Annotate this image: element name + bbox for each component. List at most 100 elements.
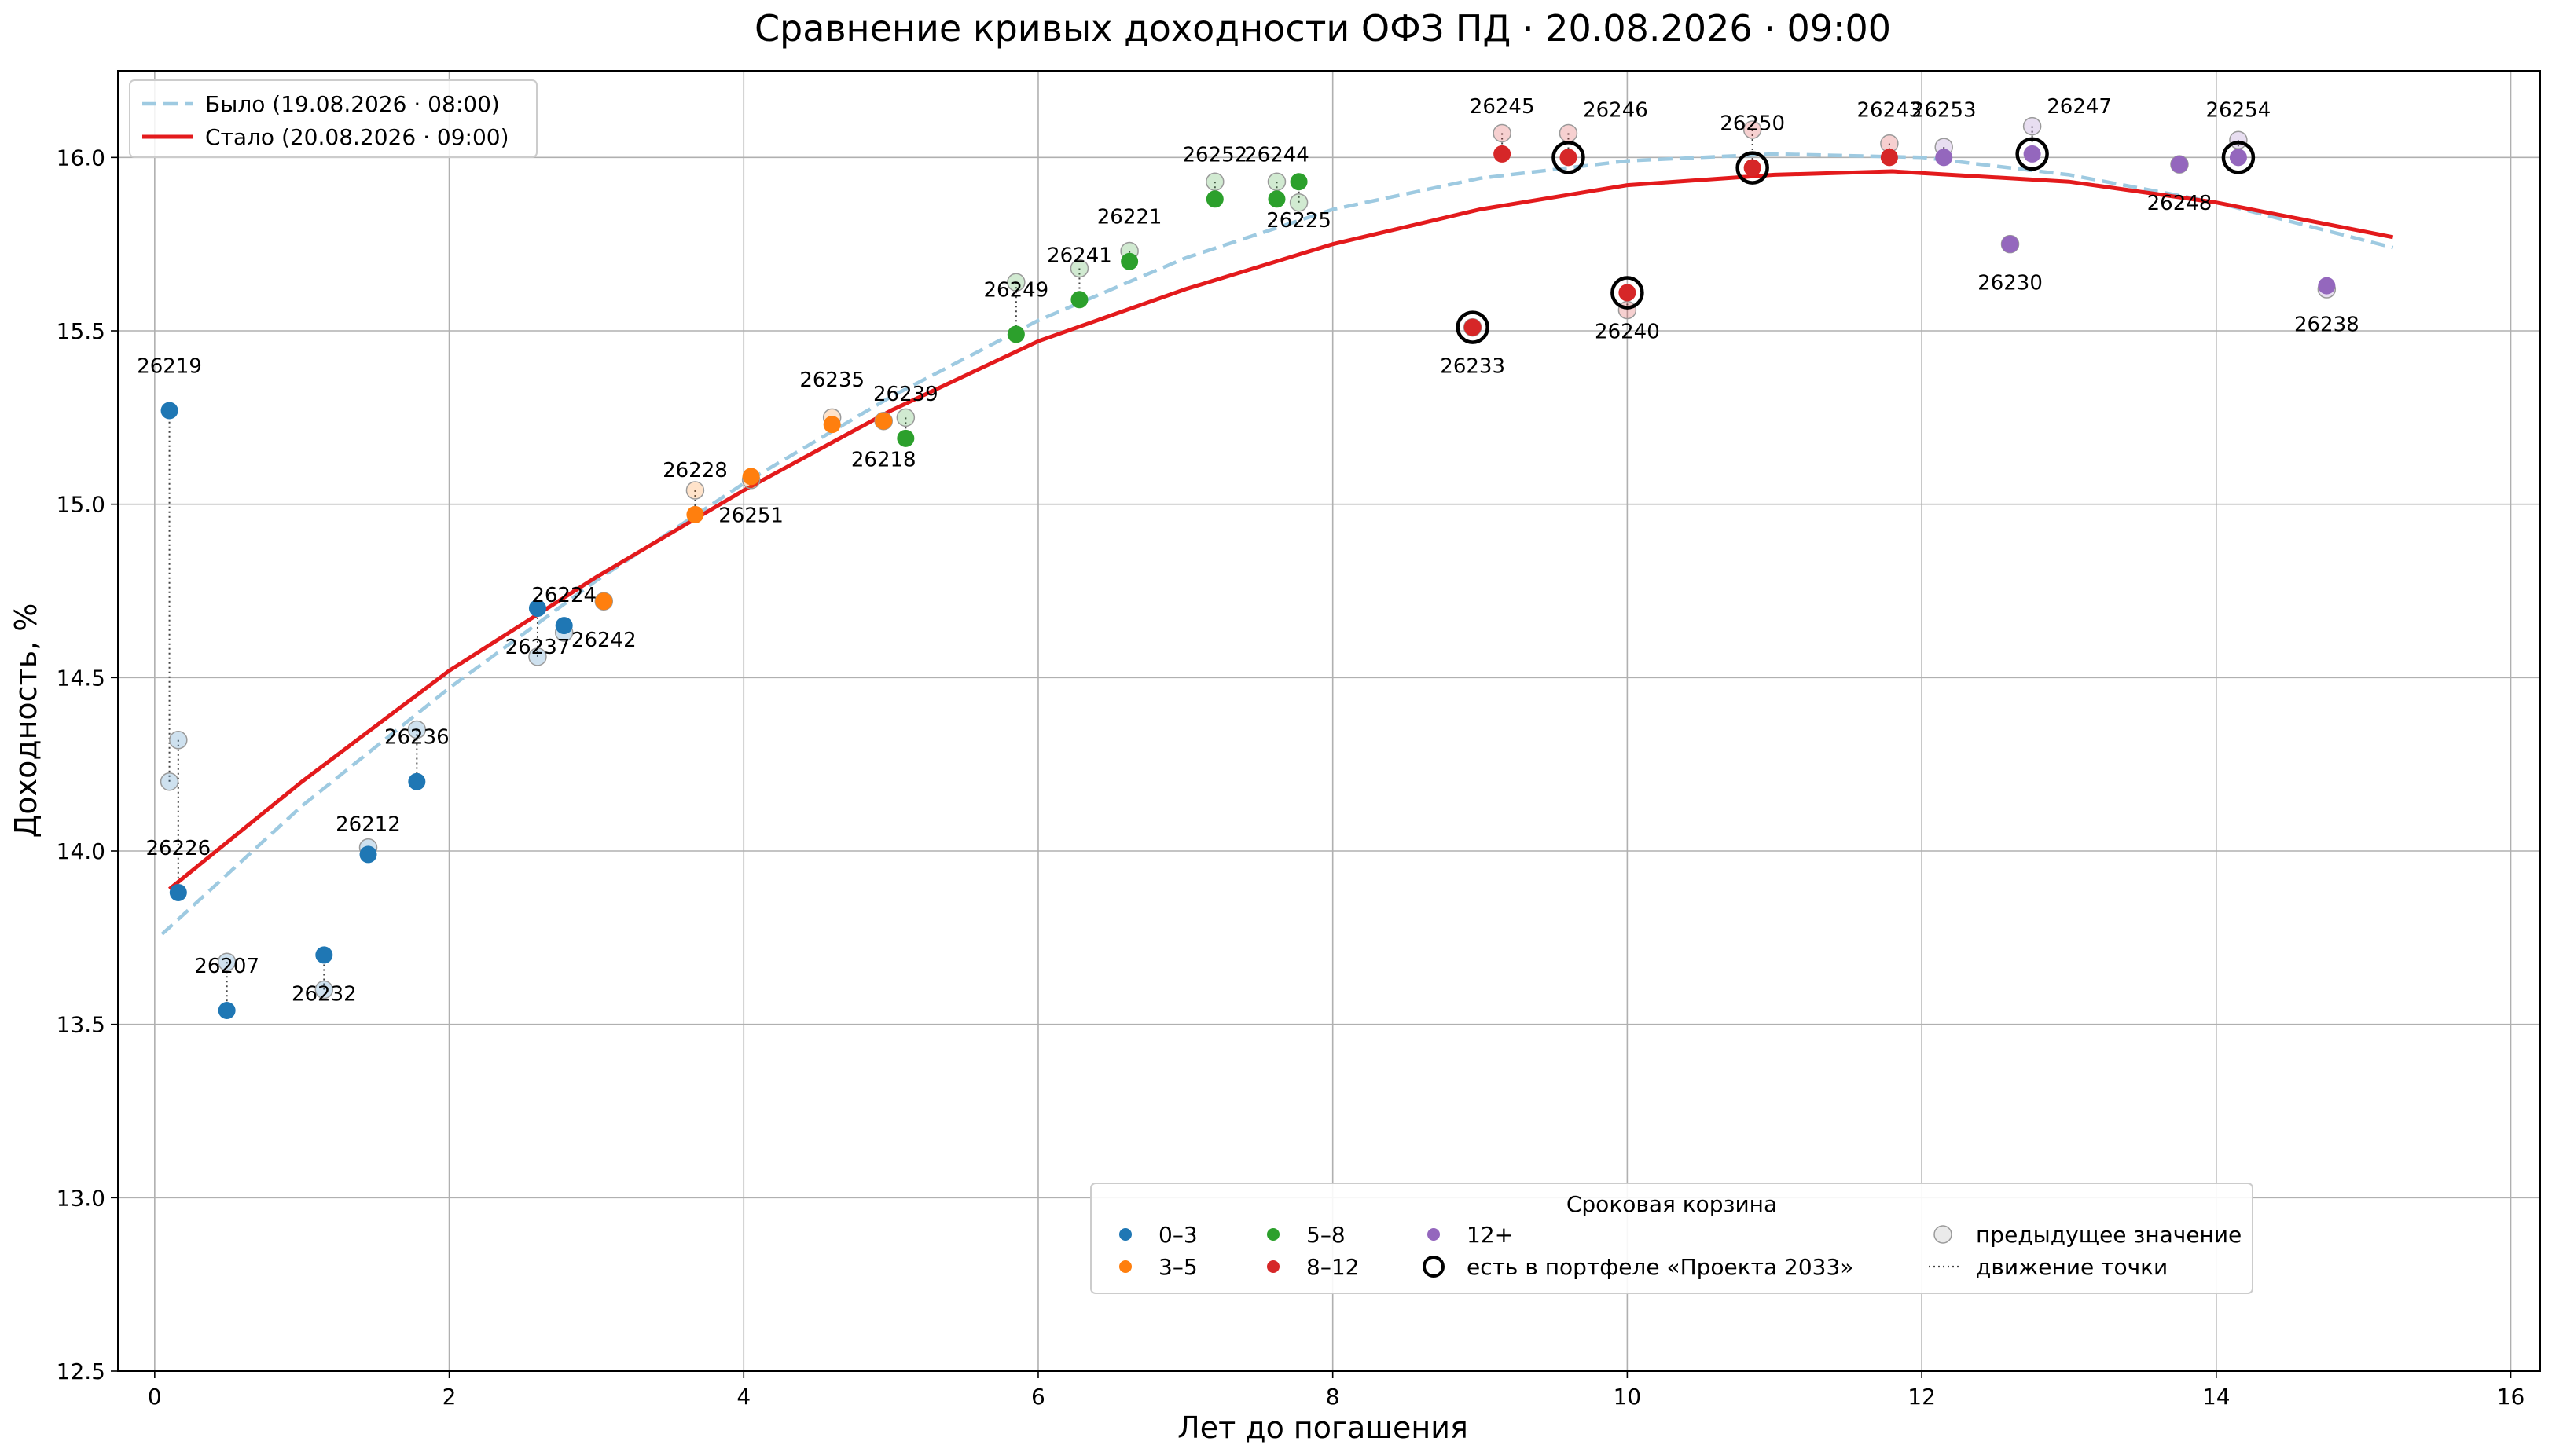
x-tick-label: 16 xyxy=(2497,1384,2525,1410)
y-tick-label: 13.0 xyxy=(57,1185,105,1211)
point xyxy=(1743,159,1761,177)
legend-buckets-title: Сроковая корзина xyxy=(1566,1191,1777,1217)
previous-point xyxy=(1742,120,1762,139)
point xyxy=(1559,149,1577,167)
previous-point xyxy=(528,647,547,666)
point-label: 26228 xyxy=(663,459,728,482)
x-tick-label: 6 xyxy=(1031,1384,1045,1410)
point-label: 26219 xyxy=(137,355,202,379)
point-label: 26245 xyxy=(1470,95,1535,119)
point xyxy=(408,772,426,790)
curve-before xyxy=(160,152,2394,936)
legend-bucket-label: движение точки xyxy=(1976,1254,2168,1280)
legend-curves-box xyxy=(129,79,538,158)
previous-point xyxy=(2022,116,2042,136)
previous-point xyxy=(1559,123,1578,143)
legend-bucket-swatch xyxy=(1119,1260,1132,1273)
point-label: 26239 xyxy=(873,383,938,406)
point-label: 26226 xyxy=(145,837,211,860)
y-tick-label: 14.0 xyxy=(57,838,105,864)
previous-point xyxy=(1206,172,1225,191)
point-label: 26236 xyxy=(384,726,450,750)
previous-point xyxy=(1267,172,1287,191)
legend-bucket-swatch xyxy=(1119,1228,1132,1241)
previous-point xyxy=(1289,193,1309,212)
y-tick-label: 15.5 xyxy=(57,318,105,344)
point-label: 26232 xyxy=(292,982,357,1006)
point-label: 26242 xyxy=(571,629,637,652)
legend-portfolio-swatch xyxy=(1423,1256,1445,1278)
previous-point xyxy=(2229,130,2248,150)
point xyxy=(1007,325,1025,343)
previous-point xyxy=(1070,259,1089,278)
point-label: 26248 xyxy=(2147,192,2212,215)
chart-title: Сравнение кривых доходности ОФЗ ПД · 20.… xyxy=(755,7,1891,50)
point-label: 26221 xyxy=(1097,206,1162,229)
point-label: 26235 xyxy=(799,369,865,392)
y-tick-label: 13.5 xyxy=(57,1012,105,1038)
point xyxy=(2023,145,2041,163)
point-label: 26254 xyxy=(2206,98,2271,122)
point-label: 26246 xyxy=(1583,98,1648,122)
y-tick-label: 15.0 xyxy=(57,492,105,518)
point xyxy=(686,505,704,523)
point xyxy=(897,429,915,447)
previous-point xyxy=(160,772,179,791)
point xyxy=(2229,149,2247,167)
plot-content xyxy=(160,116,2394,1020)
point xyxy=(595,592,613,611)
legend-bucket-swatch xyxy=(1267,1260,1280,1273)
x-tick-label: 8 xyxy=(1326,1384,1340,1410)
point-label: 26212 xyxy=(336,812,401,836)
point xyxy=(555,617,573,635)
point xyxy=(2318,277,2336,295)
y-tick-label: 14.5 xyxy=(57,665,105,691)
legend-bucket-swatch xyxy=(1427,1228,1440,1241)
legend-bucket-label: 0–3 xyxy=(1158,1222,1198,1248)
legend-bucket-label: предыдущее значение xyxy=(1976,1222,2242,1248)
point-label: 26247 xyxy=(2047,95,2112,119)
y-tick-label: 16.0 xyxy=(57,145,105,171)
legend-previous-swatch xyxy=(1933,1225,1952,1244)
point-label: 26250 xyxy=(1720,112,1785,136)
previous-point xyxy=(217,952,237,971)
x-tick-label: 12 xyxy=(1908,1384,1936,1410)
point xyxy=(169,883,187,901)
axes-frame xyxy=(117,70,2541,1372)
legend-bucket-label: 12+ xyxy=(1467,1222,1513,1248)
previous-point xyxy=(1007,273,1026,292)
point-label: 26243 xyxy=(1857,98,1922,122)
point xyxy=(823,416,841,434)
portfolio-marker xyxy=(2221,141,2256,174)
portfolio-marker xyxy=(2015,137,2049,171)
point xyxy=(528,600,546,618)
x-tick-label: 4 xyxy=(736,1384,751,1410)
point xyxy=(1618,284,1636,302)
point xyxy=(1121,252,1139,270)
point xyxy=(1880,149,1898,167)
point-label: 26224 xyxy=(531,584,597,607)
point-label: 26249 xyxy=(984,278,1049,302)
point-label: 26225 xyxy=(1266,209,1331,233)
point xyxy=(160,402,178,420)
legend-curves: Было (19.08.2026 · 08:00) Стало (20.08.20… xyxy=(129,79,538,158)
point xyxy=(218,1002,236,1020)
portfolio-marker xyxy=(1551,141,1585,174)
point xyxy=(315,946,333,964)
legend-curve-label: Стало (20.08.2026 · 09:00) xyxy=(205,124,509,150)
point-label: 26218 xyxy=(851,449,916,472)
y-axis-label: Доходность, % xyxy=(9,603,43,838)
point xyxy=(1290,173,1308,191)
previous-point xyxy=(1493,123,1511,143)
x-tick-label: 2 xyxy=(442,1384,457,1410)
point-label: 26230 xyxy=(1977,272,2043,295)
portfolio-marker xyxy=(1456,310,1489,344)
legend-curve-label: Было (19.08.2026 · 08:00) xyxy=(205,91,500,117)
legend-buckets: Сроковая корзина 0–3 3–5 5–8 8–12 12+ есть в п… xyxy=(1090,1183,2253,1294)
point xyxy=(2001,235,2019,253)
point-label: 26253 xyxy=(1911,98,1977,122)
x-tick-label: 14 xyxy=(2202,1384,2231,1410)
previous-point xyxy=(685,481,705,500)
point-label: 26241 xyxy=(1047,244,1112,267)
